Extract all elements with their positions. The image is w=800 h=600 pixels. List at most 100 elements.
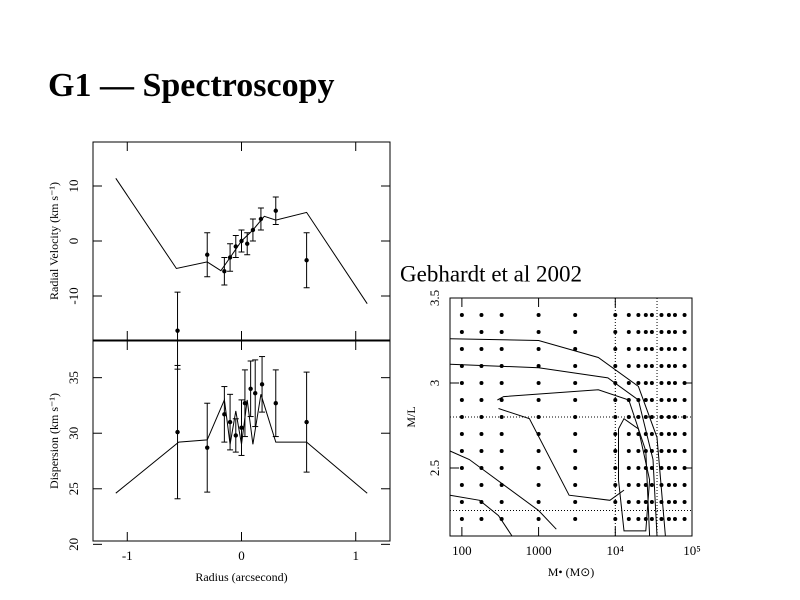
y-tick-label: 35 — [66, 371, 81, 384]
grid-point — [649, 381, 654, 385]
grid-point — [536, 364, 541, 368]
grid-point — [643, 313, 648, 317]
grid-point — [479, 517, 484, 521]
grid-point — [666, 330, 671, 334]
grid-point — [659, 398, 664, 402]
grid-point — [479, 398, 484, 402]
grid-point — [682, 449, 687, 453]
grid-point — [626, 500, 631, 504]
y-axis-label: M/L — [404, 406, 418, 427]
data-point — [239, 238, 244, 244]
grid-point — [672, 415, 677, 419]
grid-point — [459, 398, 464, 402]
grid-point — [536, 381, 541, 385]
grid-point — [479, 483, 484, 487]
grid-point — [613, 466, 618, 470]
grid-point — [613, 347, 618, 351]
grid-point — [666, 313, 671, 317]
grid-point — [666, 449, 671, 453]
x-tick-label: 0 — [238, 548, 245, 563]
grid-point — [499, 500, 504, 504]
grid-point — [659, 517, 664, 521]
data-point — [205, 252, 210, 257]
grid-point — [649, 517, 654, 521]
grid-point — [636, 364, 641, 368]
grid-point — [649, 415, 654, 419]
grid-point — [666, 364, 671, 368]
grid-point — [682, 466, 687, 470]
grid-point — [459, 466, 464, 470]
grid-point — [499, 347, 504, 351]
grid-point — [479, 330, 484, 334]
grid-point — [682, 364, 687, 368]
data-point — [273, 401, 278, 406]
grid-point — [682, 398, 687, 402]
grid-point — [573, 364, 578, 368]
grid-point — [626, 517, 631, 521]
grid-point — [499, 415, 504, 419]
grid-point — [643, 364, 648, 368]
grid-point — [636, 330, 641, 334]
grid-point — [643, 330, 648, 334]
grid-point — [666, 517, 671, 521]
grid-point — [682, 517, 687, 521]
grid-point — [672, 517, 677, 521]
data-point — [175, 328, 180, 333]
grid-point — [536, 500, 541, 504]
contour-line — [498, 408, 625, 501]
grid-point — [649, 432, 654, 436]
grid-point — [672, 330, 677, 334]
grid-point — [573, 466, 578, 470]
grid-point — [666, 415, 671, 419]
y-tick-label: 30 — [66, 427, 81, 440]
grid-point — [499, 381, 504, 385]
grid-point — [536, 517, 541, 521]
grid-point — [643, 415, 648, 419]
data-point — [304, 419, 309, 425]
grid-point — [536, 466, 541, 470]
data-point — [205, 445, 210, 450]
data-point — [273, 208, 278, 213]
grid-point — [536, 449, 541, 453]
grid-point — [459, 500, 464, 504]
x-axis-label: Radius (arcsecond) — [195, 570, 287, 584]
y-tick-label: -10 — [66, 287, 81, 304]
grid-point — [536, 398, 541, 402]
grid-point — [659, 347, 664, 351]
contour-line — [449, 363, 658, 537]
grid-point — [536, 415, 541, 419]
data-point — [258, 216, 264, 222]
y-tick-label: 10 — [66, 180, 81, 193]
grid-point — [659, 364, 664, 368]
data-point — [233, 244, 238, 249]
y-axis-label: Radial Velocity (km s⁻¹) — [47, 182, 61, 300]
grid-point — [682, 483, 687, 487]
grid-point — [659, 330, 664, 334]
grid-point — [626, 466, 631, 470]
grid-point — [573, 347, 578, 351]
contour-line — [497, 389, 651, 537]
y-tick-label: 20 — [66, 538, 81, 551]
grid-point — [672, 313, 677, 317]
grid-point — [666, 500, 671, 504]
grid-point — [573, 381, 578, 385]
grid-point — [649, 330, 654, 334]
grid-point — [479, 432, 484, 436]
data-point — [222, 269, 227, 274]
grid-point — [682, 313, 687, 317]
grid-point — [613, 398, 618, 402]
grid-point — [479, 313, 484, 317]
grid-point — [666, 483, 671, 487]
data-point — [248, 386, 253, 391]
y-tick-label: 3 — [427, 380, 442, 387]
grid-point — [636, 347, 641, 351]
y-tick-label: 0 — [66, 238, 81, 245]
grid-point — [666, 398, 671, 402]
grid-point — [682, 381, 687, 385]
grid-point — [672, 449, 677, 453]
grid-point — [499, 432, 504, 436]
grid-point — [613, 364, 618, 368]
grid-point — [672, 432, 677, 436]
data-point — [245, 241, 250, 246]
grid-point — [659, 381, 664, 385]
